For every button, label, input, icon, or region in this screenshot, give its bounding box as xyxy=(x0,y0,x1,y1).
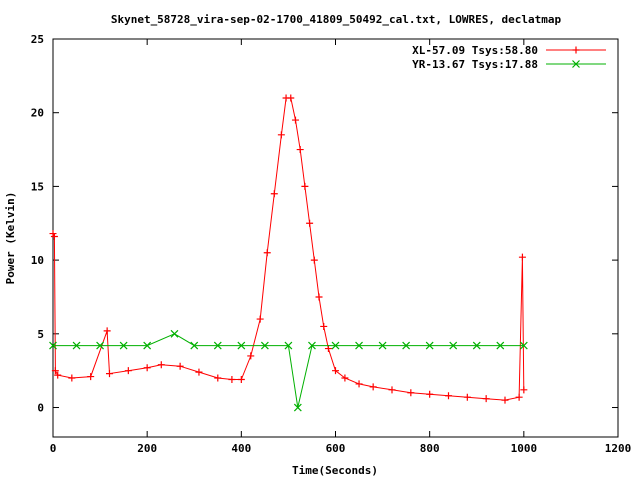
data-point xyxy=(68,374,76,382)
x-axis-label: Time(Seconds) xyxy=(292,464,378,477)
data-point xyxy=(49,230,57,238)
y-tick-label: 5 xyxy=(37,328,44,341)
data-point xyxy=(256,315,264,323)
data-point xyxy=(284,341,293,350)
data-point xyxy=(72,341,81,350)
data-point xyxy=(369,383,377,391)
series-line xyxy=(52,97,525,401)
data-point xyxy=(324,345,332,353)
data-point xyxy=(49,341,57,350)
data-point xyxy=(237,376,245,384)
data-point xyxy=(51,367,59,375)
data-point xyxy=(519,341,528,350)
data-point xyxy=(388,386,396,394)
data-point xyxy=(315,293,323,301)
x-tick-label: 0 xyxy=(50,442,57,455)
data-point xyxy=(501,396,509,404)
x-tick-label: 1200 xyxy=(605,442,632,455)
data-point xyxy=(170,329,179,338)
data-point xyxy=(50,233,58,241)
data-point xyxy=(124,367,132,375)
data-point xyxy=(195,368,203,376)
data-point xyxy=(143,341,152,350)
data-point xyxy=(378,341,387,350)
plot-area xyxy=(52,38,619,438)
series-layer xyxy=(49,94,528,412)
data-point xyxy=(331,341,340,350)
data-point xyxy=(407,389,415,397)
x-tick-label: 400 xyxy=(231,442,251,455)
data-point xyxy=(301,182,309,190)
x-tick-label: 600 xyxy=(326,442,346,455)
x-tick-label: 200 xyxy=(137,442,157,455)
data-point xyxy=(293,403,302,412)
data-point xyxy=(143,364,151,372)
data-point xyxy=(287,94,295,102)
data-point xyxy=(355,380,363,388)
data-point xyxy=(96,341,105,350)
data-point xyxy=(515,393,523,401)
data-point xyxy=(87,373,95,381)
y-axis-label: Power (Kelvin) xyxy=(4,192,17,285)
data-point xyxy=(176,362,184,370)
data-point xyxy=(277,131,285,139)
data-point xyxy=(308,341,316,350)
data-point xyxy=(270,190,278,198)
data-point xyxy=(263,249,271,257)
series-line xyxy=(53,333,524,408)
y-tick-label: 0 xyxy=(37,402,44,415)
series-yr xyxy=(49,329,528,412)
data-point xyxy=(572,60,580,68)
data-point xyxy=(310,256,318,264)
data-point xyxy=(520,386,528,394)
data-point xyxy=(228,376,236,384)
data-point xyxy=(296,146,304,154)
data-point xyxy=(426,390,434,398)
data-point xyxy=(54,371,62,379)
y-tick-label: 25 xyxy=(31,33,44,46)
chart-title: Skynet_58728_vira-sep-02-1700_41809_5049… xyxy=(111,13,562,26)
axis-ticks: 0 200 400 600 800 1000 1200 0 5 10 15 20 25 xyxy=(31,33,632,455)
y-tick-label: 10 xyxy=(31,254,44,267)
data-point xyxy=(518,253,526,261)
data-point xyxy=(157,361,165,369)
y-tick-label: 20 xyxy=(31,107,44,120)
data-point xyxy=(291,116,299,124)
x-tick-label: 1000 xyxy=(511,442,538,455)
data-point xyxy=(482,395,490,403)
data-point xyxy=(572,46,580,54)
data-point xyxy=(237,341,246,350)
data-point xyxy=(496,341,505,350)
data-point xyxy=(306,219,314,227)
data-point xyxy=(355,341,363,350)
legend-label: YR-13.67 Tsys:17.88 xyxy=(412,58,538,71)
y-tick-label: 15 xyxy=(31,180,44,193)
data-point xyxy=(341,374,349,382)
data-point xyxy=(425,341,434,350)
data-point xyxy=(472,341,481,350)
data-point xyxy=(332,367,339,375)
data-point xyxy=(320,322,328,330)
data-point xyxy=(260,341,269,350)
series-xl xyxy=(49,94,528,404)
data-point xyxy=(106,370,113,378)
data-point xyxy=(445,392,452,400)
data-point xyxy=(103,327,111,335)
data-point xyxy=(190,341,199,350)
data-point xyxy=(402,341,411,350)
legend-label: XL-57.09 Tsys:58.80 xyxy=(412,44,538,57)
data-point xyxy=(214,374,222,382)
data-point xyxy=(247,352,255,360)
data-point xyxy=(449,341,458,350)
data-point xyxy=(119,341,128,350)
data-point xyxy=(213,341,222,350)
x-tick-label: 800 xyxy=(420,442,440,455)
data-point xyxy=(463,393,471,401)
